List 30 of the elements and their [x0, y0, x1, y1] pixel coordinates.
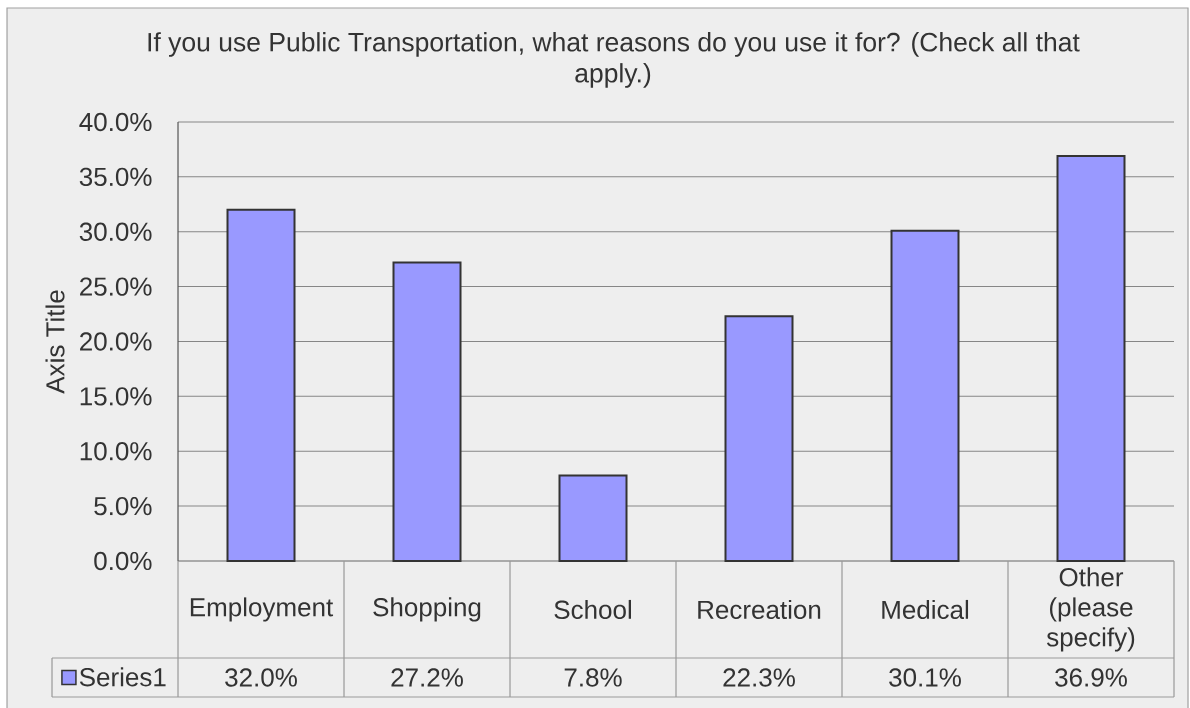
x-tick-label: Employment [190, 597, 334, 622]
data-label: 30.1% [889, 668, 961, 687]
bar [392, 261, 462, 562]
data-label: 36.9% [1055, 668, 1127, 687]
y-tick-label: 30.0% [79, 222, 152, 241]
data-label: 32.0% [225, 668, 297, 687]
x-tick-label: Shopping [373, 597, 481, 622]
chart-title: If you use Public Transportation, what reasons do you use it for? (Check all that apply.) [148, 32, 1080, 88]
y-tick-label: 10.0% [80, 442, 152, 461]
x-tick-label: Medical [882, 599, 969, 620]
y-tick-label: 5.0% [94, 496, 152, 516]
x-tick-label: Other (please specify) [1046, 567, 1135, 652]
y-tick-label: 35.0% [79, 167, 152, 187]
bar [226, 208, 296, 562]
bar [724, 315, 794, 562]
y-axis-title: Axis Title [45, 290, 65, 394]
bar [558, 474, 628, 562]
data-label: 27.2% [391, 668, 463, 687]
y-tick-label: 40.0% [79, 112, 152, 132]
data-label: 22.3% [723, 668, 795, 687]
x-tick-label: Recreation [698, 599, 821, 620]
bar [890, 229, 960, 562]
y-tick-label: 0.0% [94, 551, 152, 571]
legend-label: Series1 [79, 667, 166, 687]
x-tick-label: School [554, 599, 631, 620]
bar [1056, 155, 1126, 562]
data-label: 7.8% [564, 668, 622, 687]
y-tick-label: 15.0% [80, 387, 152, 406]
y-tick-label: 25.0% [80, 277, 152, 296]
y-tick-label: 20.0% [80, 332, 152, 351]
